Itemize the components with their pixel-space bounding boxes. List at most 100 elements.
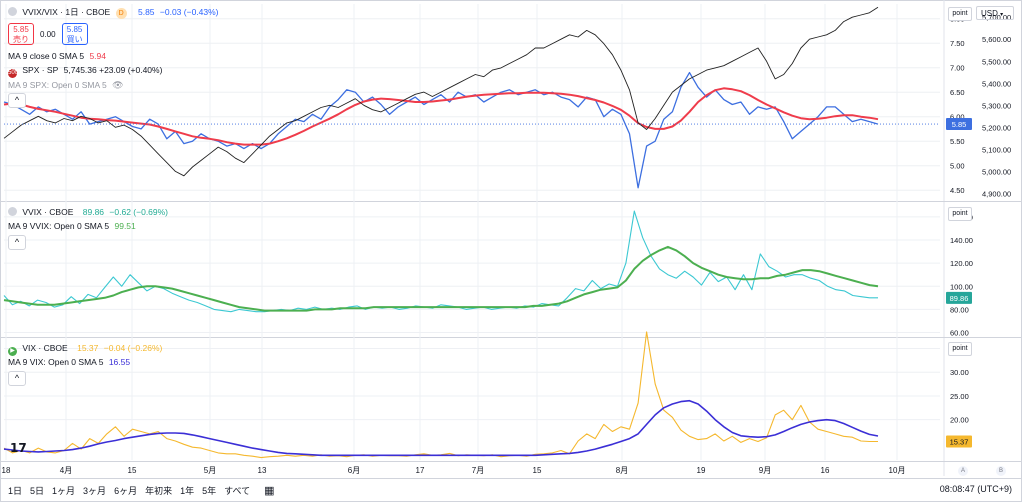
range-5y[interactable]: 5年	[202, 485, 217, 496]
price-tick-label: 120.00	[950, 259, 973, 268]
vvix-line	[3, 210, 878, 313]
spx-tick-label: 5,200.00	[982, 123, 1011, 132]
pane3-legend: ▶ VIX · CBOE 15.37 −0.04 (−0.26%)	[8, 342, 165, 356]
time-tick-label: 13	[258, 466, 267, 475]
chevron-down-icon: ▾	[1000, 12, 1004, 18]
time-tick-label: 5月	[204, 466, 216, 475]
last-value-text: 15.37	[950, 437, 969, 446]
spx-tick-label: 5,400.00	[982, 79, 1011, 88]
time-tick-label: 15	[533, 466, 542, 475]
time-tick-label: 15	[128, 466, 137, 475]
range-3m[interactable]: 3ヶ月	[83, 485, 107, 496]
vvix-ma-value: 99.51	[114, 221, 136, 231]
spx-tick-label: 5,300.00	[982, 101, 1011, 110]
spread-value: 0.00	[40, 29, 56, 39]
interval-badge: D	[115, 8, 127, 19]
spx-ma-label: MA 9 SPX: Open 0 SMA 5	[8, 80, 107, 90]
pane1-change: −0.03 (−0.43%)	[159, 7, 219, 17]
price-tick-label: 6.50	[950, 88, 965, 97]
symbol-logo-icon	[8, 7, 17, 16]
vix-ma-label: MA 9 VIX: Open 0 SMA 5	[8, 357, 104, 367]
spx-tick-label: 4,900.00	[982, 189, 1011, 198]
price-tick-label: 25.00	[950, 392, 969, 401]
pane3-value: 15.37	[77, 343, 99, 353]
sell-button[interactable]: 5.85 売り	[8, 23, 34, 45]
pane1-legend: VVIX/VIX · 1日 · CBOE D 5.85 −0.03 (−0.43…	[8, 6, 222, 19]
range-5d[interactable]: 5日	[30, 485, 45, 496]
tradingview-logo: 17	[10, 441, 27, 455]
price-tick-label: 4.50	[950, 186, 965, 195]
price-tick-label: 30.00	[950, 368, 969, 377]
price-tick-label: 6.00	[950, 113, 965, 122]
spx-value: 5,745.36 +23.09 (+0.40%)	[63, 65, 163, 75]
pane2-symbol[interactable]: VVIX · CBOE	[22, 207, 74, 217]
time-tick-label: 16	[821, 466, 830, 475]
vvix-ma-line	[3, 245, 879, 312]
bid-ask-panel: 5.85 売り 0.00 5.85 買い	[8, 23, 88, 45]
vvix-logo-icon	[8, 207, 17, 216]
vix-ma-legend[interactable]: MA 9 VIX: Open 0 SMA 5 16.55	[8, 356, 133, 368]
pane2-unit-label[interactable]: point	[948, 207, 972, 221]
pane3-unit-label[interactable]: point	[948, 342, 972, 356]
pane1-symbol[interactable]: VVIX/VIX · 1日 · CBOE	[22, 7, 111, 17]
range-1d[interactable]: 1日	[8, 485, 23, 496]
spx-tick-label: 5,700.00	[982, 13, 1011, 22]
last-value-text: 89.86	[950, 294, 969, 303]
price-tick-label: 7.50	[950, 39, 965, 48]
buy-button[interactable]: 5.85 買い	[61, 23, 88, 45]
range-ytd[interactable]: 年初来	[145, 485, 173, 496]
spx-label: SPX · SP	[22, 65, 59, 75]
last-value-badge	[946, 291, 972, 304]
time-tick-label: 19	[697, 466, 706, 475]
ratio-ma-line	[3, 87, 879, 146]
price-tick-label: 100.00	[950, 282, 973, 291]
bottom-toolbar: 1日 5日 1ヶ月 3ヶ月 6ヶ月 年初来 1年 5年 すべて ▦	[0, 480, 1022, 500]
last-value-badge	[946, 118, 972, 131]
time-tick-label: 7月	[472, 466, 484, 475]
time-tick-label: 17	[416, 466, 425, 475]
price-tick-label: 80.00	[950, 305, 969, 314]
price-tick-label: 60.00	[950, 329, 969, 338]
play-icon: ▶	[8, 347, 17, 356]
calendar-icon[interactable]: ▦	[264, 484, 275, 497]
ratio-ma-value: 5.94	[89, 51, 106, 61]
time-tick-label: 18	[2, 466, 11, 475]
spx-legend[interactable]: 500 SPX · SP 5,745.36 +23.09 (+0.40%)	[8, 64, 165, 78]
vix-ma-value: 16.55	[108, 357, 131, 367]
range-1m[interactable]: 1ヶ月	[52, 485, 76, 496]
pane2-collapse-button[interactable]: ^	[8, 235, 26, 250]
log-scale-icon[interactable]: B	[996, 466, 1006, 476]
pane1-unit-label[interactable]: point	[948, 7, 972, 21]
ratio-ma-legend[interactable]: MA 9 close 0 SMA 5 5.94	[8, 50, 109, 62]
price-tick-label: 7.00	[950, 64, 965, 73]
vvix-ma-label: MA 9 VVIX: Open 0 SMA 5	[8, 221, 110, 231]
price-tick-label: 5.00	[950, 162, 965, 171]
range-1y[interactable]: 1年	[180, 485, 195, 496]
pane2-legend: VVIX · CBOE 89.86 −0.62 (−0.69%)	[8, 206, 171, 218]
vvix-ma-legend[interactable]: MA 9 VVIX: Open 0 SMA 5 99.51	[8, 220, 139, 232]
spx-tick-label: 5,100.00	[982, 145, 1011, 154]
pane2-value: 89.86	[82, 207, 105, 217]
spx-tick-label: 5,500.00	[982, 57, 1011, 66]
range-all[interactable]: すべて	[224, 485, 251, 496]
last-value-badge	[946, 435, 972, 448]
auto-scale-icon[interactable]: A	[958, 466, 968, 476]
pane3-change: −0.04 (−0.26%)	[103, 343, 163, 353]
spx-tick-label: 5,600.00	[982, 35, 1011, 44]
pane3-symbol[interactable]: VIX · CBOE	[22, 343, 68, 353]
clock-readout: 08:08:47 (UTC+9)	[939, 484, 1012, 494]
pane1-price: 5.85	[137, 7, 155, 17]
ratio-ma-label: MA 9 close 0 SMA 5	[8, 51, 85, 61]
price-tick-label: 140.00	[950, 236, 973, 245]
spx-ma-legend[interactable]: MA 9 SPX: Open 0 SMA 5 👁	[8, 79, 127, 91]
spx-line	[3, 6, 879, 177]
range-6m[interactable]: 6ヶ月	[114, 485, 138, 496]
pane3-collapse-button[interactable]: ^	[8, 371, 26, 386]
price-tick-label: 20.00	[950, 416, 969, 425]
spx-logo-icon: 500	[8, 69, 19, 78]
currency-selector[interactable]: USD ▾	[976, 6, 1014, 20]
eye-icon[interactable]: 👁	[112, 80, 124, 90]
pane1-collapse-button[interactable]: ^	[8, 93, 26, 108]
